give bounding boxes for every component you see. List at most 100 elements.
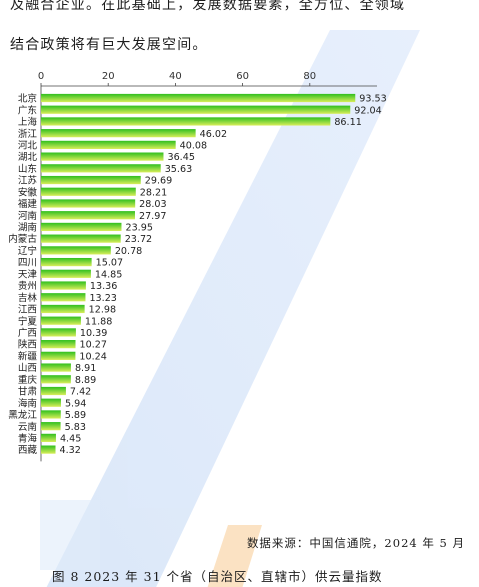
category-label: 山西 [18, 363, 37, 374]
bar [41, 222, 122, 232]
category-label: 黑龙江 [8, 409, 37, 421]
bar [41, 398, 61, 407]
x-tick-label: 60 [236, 71, 249, 82]
bar [41, 269, 91, 278]
bar [41, 140, 176, 149]
bar [41, 351, 76, 360]
bar [41, 117, 331, 126]
data-source-note: 数据来源：中国信通院，2024 年 5 月 [246, 536, 465, 550]
value-label: 92.04 [354, 105, 381, 116]
value-label: 23.72 [125, 234, 152, 245]
bar [41, 234, 121, 243]
x-tick-label: 20 [102, 71, 115, 82]
bar [41, 129, 196, 138]
category-label: 陕西 [18, 339, 37, 351]
category-label: 四川 [18, 258, 37, 269]
value-label: 5.89 [65, 410, 86, 421]
category-label: 海南 [18, 397, 38, 409]
value-label: 12.98 [89, 305, 116, 316]
value-label: 11.88 [85, 316, 112, 327]
value-label: 14.85 [95, 269, 122, 280]
value-label: 28.21 [140, 187, 167, 198]
category-label: 福建 [18, 198, 38, 210]
body-text-line-2: 结合政策将有巨大发展空间。 [10, 37, 208, 53]
bar [41, 328, 76, 337]
bar [41, 164, 161, 173]
value-label: 29.69 [145, 176, 172, 187]
category-label: 湖北 [18, 152, 38, 163]
category-label: 山东 [18, 163, 38, 175]
category-label: 云南 [18, 421, 38, 433]
value-label: 23.95 [125, 223, 152, 234]
category-label: 安徽 [18, 186, 38, 198]
category-label: 河北 [18, 139, 38, 151]
category-label: 内蒙古 [8, 233, 37, 245]
value-label: 13.23 [89, 293, 116, 304]
category-label: 广西 [18, 327, 37, 339]
bar-series: 北京 93.53 广东 92.04 上海 86.11 浙江 46.02 河北 40.08 湖北 36.… [8, 93, 387, 457]
bar [41, 304, 85, 314]
value-label: 7.42 [70, 387, 91, 398]
bar [41, 316, 81, 325]
bar [41, 187, 136, 196]
bar [41, 433, 56, 442]
category-label: 天津 [18, 269, 38, 280]
value-label: 5.94 [65, 398, 86, 409]
value-label: 40.08 [180, 140, 207, 151]
category-label: 辽宁 [18, 245, 37, 257]
bar [41, 363, 71, 372]
category-label: 重庆 [18, 374, 38, 386]
value-label: 10.24 [79, 351, 106, 362]
category-label: 宁夏 [18, 315, 38, 327]
bar [41, 199, 136, 208]
x-tick-label: 80 [303, 71, 316, 82]
bar [41, 293, 86, 302]
bar [41, 246, 111, 255]
bar [41, 375, 71, 384]
value-label: 5.83 [65, 422, 86, 433]
value-label: 8.91 [75, 363, 96, 374]
category-label: 吉林 [18, 292, 38, 304]
category-label: 青海 [18, 432, 38, 444]
bar [41, 93, 356, 103]
value-label: 10.27 [80, 340, 107, 351]
value-label: 93.53 [359, 94, 386, 105]
category-label: 江苏 [18, 175, 38, 187]
bar [41, 340, 76, 349]
value-label: 35.63 [165, 164, 192, 175]
bar [41, 281, 86, 290]
category-label: 北京 [18, 93, 37, 105]
value-label: 20.78 [115, 246, 142, 257]
category-label: 湖南 [18, 222, 38, 234]
bar [41, 386, 66, 396]
category-label: 甘肃 [18, 386, 38, 398]
bar [41, 152, 164, 161]
figure-caption: 图 8 2023 年 31 个省（自治区、直辖市）供云量指数 [52, 569, 383, 584]
value-label: 27.97 [139, 211, 166, 222]
bar [41, 410, 61, 419]
value-label: 28.03 [139, 199, 166, 210]
bar [41, 422, 61, 431]
category-label: 西藏 [18, 444, 38, 456]
value-label: 15.07 [96, 258, 123, 269]
body-text-line-1: 及融合企业。在此基础上，发展数据要素，全方位、全领域 [10, 0, 406, 13]
category-label: 江西 [18, 305, 37, 316]
bar [41, 175, 141, 185]
bar [41, 105, 351, 114]
value-label: 36.45 [167, 152, 194, 163]
value-label: 13.36 [90, 281, 117, 292]
x-tick-label: 40 [169, 71, 182, 82]
category-label: 广东 [18, 104, 38, 116]
value-label: 46.02 [200, 129, 227, 140]
supply-cloud-index-chart: 0 20 40 60 80 北京 93.53 广东 92.04 上海 86.11 浙江 46.02 河北… [8, 71, 387, 462]
category-label: 贵州 [18, 280, 37, 292]
bar [41, 445, 56, 454]
value-label: 4.45 [60, 433, 81, 444]
value-label: 4.32 [60, 445, 81, 456]
category-label: 上海 [18, 116, 38, 128]
category-label: 河南 [18, 210, 38, 222]
value-label: 10.39 [80, 328, 107, 339]
value-label: 8.89 [75, 375, 96, 386]
category-label: 浙江 [18, 128, 38, 140]
bar [41, 211, 135, 220]
